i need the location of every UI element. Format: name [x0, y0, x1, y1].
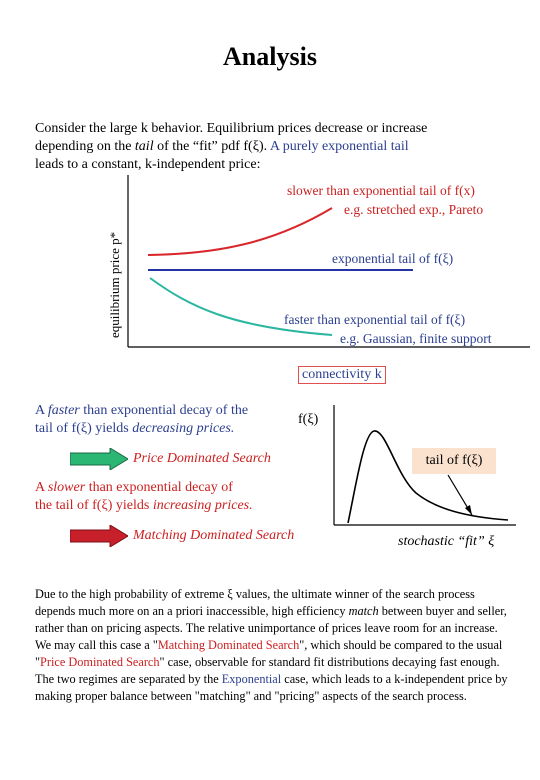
faster-curve: [149, 277, 333, 336]
pdf-y-label: f(ξ): [298, 412, 319, 427]
faster-decay-paragraph: A faster than exponential decay of the t…: [35, 403, 249, 436]
slower-curve: [147, 207, 333, 256]
pdf-diagram: [333, 405, 516, 526]
price-vs-connectivity-graph: [127, 175, 530, 348]
tail-label: tail of f(ξ): [412, 448, 496, 474]
intro-paragraph: Consider the large k behavior. Equilibri…: [35, 120, 515, 174]
slower-label-line-1: slower than exponential tail of f(x): [287, 183, 475, 198]
slower-label-line-2: e.g. stretched exp., Pareto: [344, 202, 484, 217]
price-dominated-search-label: Price Dominated Search: [133, 451, 271, 466]
x-axis-label: connectivity k: [298, 366, 386, 384]
tail-pointer-arrowhead: [465, 505, 472, 515]
green-arrow-icon: [70, 448, 128, 470]
matching-dominated-search-label: Matching Dominated Search: [133, 528, 295, 543]
pdf-curve: [347, 430, 509, 524]
intro-line-1: Consider the large k behavior. Equilibri…: [35, 121, 428, 136]
y-axis-label: equilibrium price p*: [107, 231, 122, 338]
page-title: Analysis: [223, 42, 317, 71]
conclusion-paragraph: Due to the high probability of extreme ξ…: [35, 587, 508, 703]
exponential-label: exponential tail of f(ξ): [332, 251, 454, 266]
faster-label-line-1: faster than exponential tail of f(ξ): [284, 312, 466, 327]
intro-line-3: leads to a constant, k-independent price…: [35, 157, 261, 172]
red-arrow-icon: [70, 525, 128, 547]
slower-decay-paragraph: A slower than exponential decay of the t…: [35, 480, 253, 513]
pdf-x-label: stochastic “fit” ξ: [398, 534, 495, 549]
faster-label-line-2: e.g. Gaussian, finite support: [340, 331, 492, 346]
intro-line-2: depending on the tail of the “fit” pdf f…: [35, 139, 409, 154]
